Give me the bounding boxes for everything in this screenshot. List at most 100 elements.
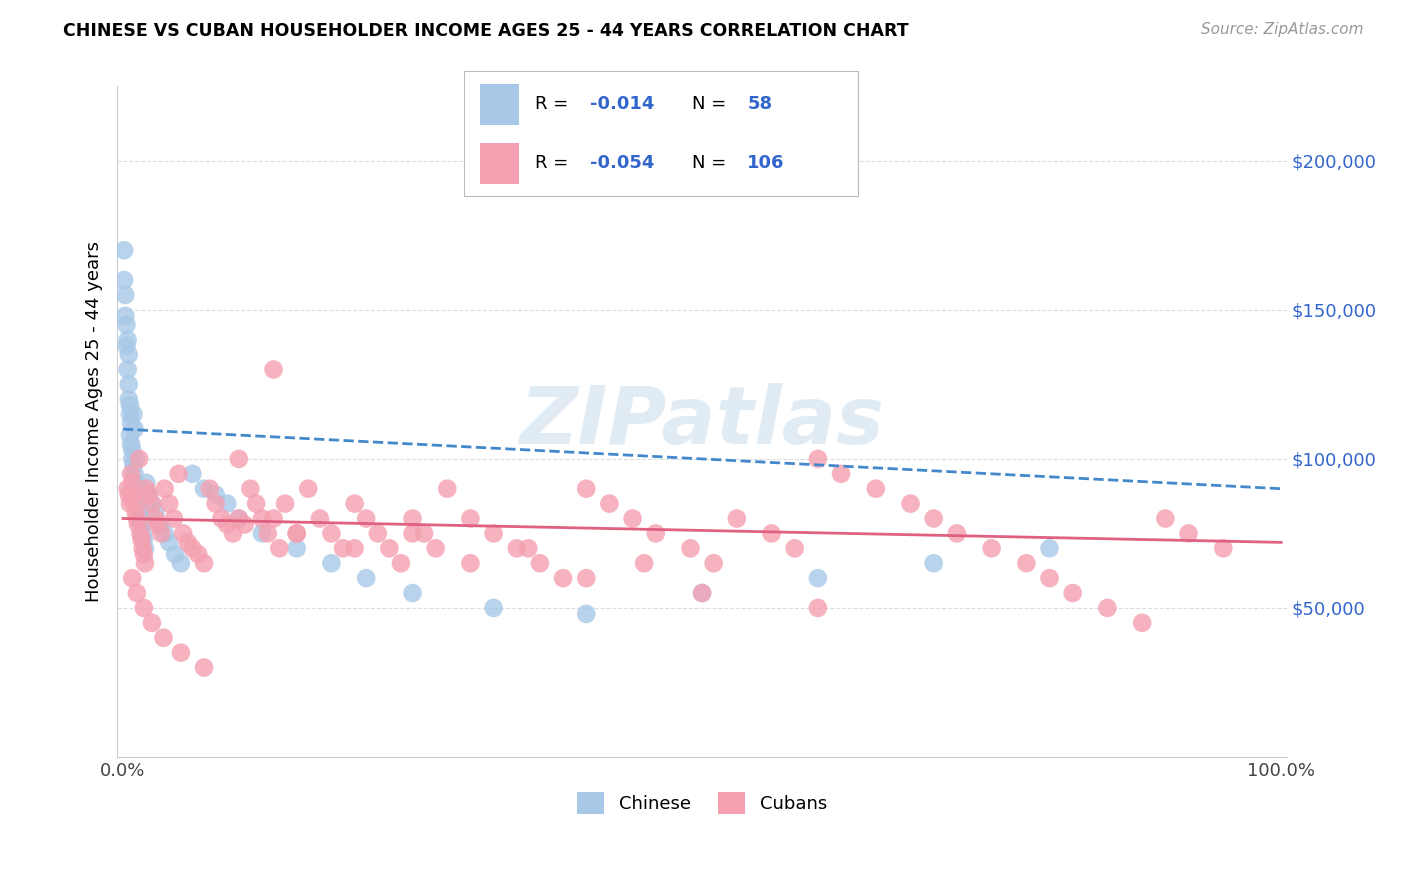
Point [157, 497, 180, 511]
Point [378, 541, 401, 556]
Point [482, 526, 505, 541]
Point [245, 497, 267, 511]
Point [132, 601, 155, 615]
Point [146, 517, 169, 532]
Point [297, 482, 319, 496]
Point [1130, 615, 1153, 630]
Point [118, 428, 141, 442]
Point [125, 506, 148, 520]
Point [125, 475, 148, 490]
Point [900, 497, 922, 511]
Point [127, 517, 149, 532]
Point [1154, 511, 1177, 525]
Text: R =: R = [534, 153, 574, 171]
Point [807, 601, 830, 615]
Point [121, 442, 143, 457]
Legend: Chinese, Cubans: Chinese, Cubans [571, 785, 834, 822]
Point [121, 475, 143, 490]
Point [114, 288, 136, 302]
Point [401, 586, 423, 600]
Point [460, 511, 482, 525]
Point [269, 541, 291, 556]
Point [413, 526, 436, 541]
Text: -0.014: -0.014 [591, 95, 654, 113]
Point [131, 526, 153, 541]
Point [233, 517, 256, 532]
Point [633, 556, 655, 570]
Point [120, 437, 142, 451]
Point [830, 467, 852, 481]
Point [163, 511, 186, 525]
Point [690, 586, 713, 600]
Point [177, 535, 200, 549]
Point [150, 526, 173, 541]
Point [367, 526, 389, 541]
Point [145, 506, 167, 520]
Point [121, 571, 143, 585]
Point [135, 475, 157, 490]
Point [1015, 556, 1038, 570]
Point [138, 488, 160, 502]
Point [761, 526, 783, 541]
Point [125, 488, 148, 502]
Point [690, 586, 713, 600]
Point [112, 273, 135, 287]
Point [120, 467, 142, 481]
Point [122, 458, 145, 472]
Point [575, 571, 598, 585]
Point [124, 467, 146, 481]
Point [131, 533, 153, 547]
Point [783, 541, 806, 556]
Point [153, 526, 176, 541]
Point [187, 547, 209, 561]
Point [598, 497, 620, 511]
Point [152, 631, 174, 645]
Point [1212, 541, 1234, 556]
Point [204, 488, 226, 502]
Point [118, 488, 141, 502]
Point [285, 541, 308, 556]
Point [343, 497, 366, 511]
Text: 58: 58 [748, 95, 772, 113]
Point [354, 571, 377, 585]
Point [1097, 601, 1119, 615]
Point [181, 467, 204, 481]
Point [263, 511, 285, 525]
Point [551, 571, 574, 585]
Point [135, 482, 157, 496]
Point [118, 392, 141, 407]
Point [134, 556, 156, 570]
Point [121, 451, 143, 466]
Point [129, 526, 152, 541]
Y-axis label: Householder Income Ages 25 - 44 years: Householder Income Ages 25 - 44 years [86, 241, 103, 602]
Point [125, 482, 148, 496]
Point [131, 541, 153, 556]
Point [204, 497, 226, 511]
FancyBboxPatch shape [479, 143, 519, 184]
Point [129, 511, 152, 525]
Point [132, 547, 155, 561]
Point [118, 398, 141, 412]
Point [209, 511, 232, 525]
Point [118, 407, 141, 421]
Point [153, 482, 176, 496]
Point [117, 362, 139, 376]
Point [124, 422, 146, 436]
Point [217, 517, 239, 532]
Point [807, 451, 830, 466]
Point [198, 482, 221, 496]
Point [922, 511, 945, 525]
Point [193, 482, 215, 496]
Point [807, 571, 830, 585]
Point [132, 533, 155, 547]
Point [703, 556, 725, 570]
Point [193, 556, 215, 570]
Point [285, 526, 308, 541]
Point [117, 482, 139, 496]
Point [125, 511, 148, 525]
Text: -0.054: -0.054 [591, 153, 654, 171]
Point [170, 556, 193, 570]
Point [114, 309, 136, 323]
Point [621, 511, 644, 525]
Point [115, 318, 138, 332]
